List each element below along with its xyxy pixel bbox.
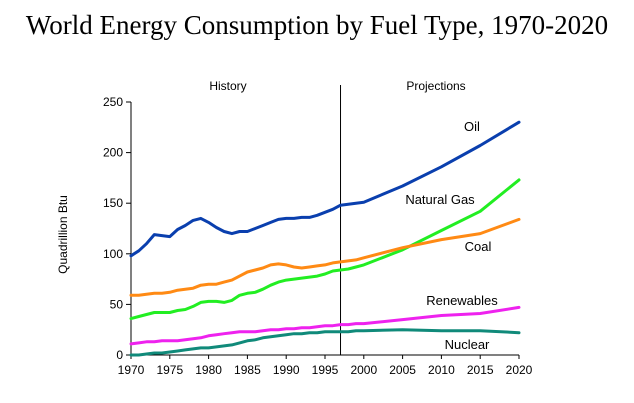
y-tick-label: 250	[103, 95, 123, 109]
series-label-coal: Coal	[465, 239, 492, 254]
series-labels: Oil Natural Gas Coal Renewables Nuclear	[405, 119, 498, 352]
x-tick-label: 1980	[195, 363, 222, 377]
series-line-oil	[129, 120, 521, 258]
axes: 0 50 100 150 200 250 1970 1975 1980 1985 1990 1995 2…	[56, 79, 533, 377]
y-tick-label: 0	[116, 348, 123, 362]
x-tick-label: 2010	[428, 363, 455, 377]
series-line-renewables	[129, 305, 521, 346]
series-label-oil: Oil	[464, 119, 480, 134]
y-tick-label: 200	[103, 146, 123, 160]
x-tick-label: 2000	[350, 363, 377, 377]
series-line-nuclear	[129, 328, 521, 357]
x-tick-label: 2020	[506, 363, 533, 377]
region-label-history: History	[209, 79, 246, 93]
chart-title: World Energy Consumption by Fuel Type, 1…	[25, 10, 609, 40]
region-label-projections: Projections	[406, 79, 465, 93]
x-tick-label: 2015	[467, 363, 494, 377]
x-tick-label: 2005	[389, 363, 416, 377]
y-tick-label: 50	[110, 297, 124, 311]
x-tick-label: 1975	[156, 363, 183, 377]
y-axis-label: Quadrillion Btu	[56, 195, 70, 274]
x-tick-label: 1970	[118, 363, 145, 377]
series-label-renewables: Renewables	[426, 293, 498, 308]
y-tick-label: 150	[103, 196, 123, 210]
series-lines	[129, 120, 521, 357]
x-tick-label: 1990	[273, 363, 300, 377]
series-label-nuclear: Nuclear	[445, 337, 490, 352]
y-tick-label: 100	[103, 247, 123, 261]
x-tick-label: 1995	[312, 363, 339, 377]
x-tick-label: 1985	[234, 363, 261, 377]
series-line-natural-gas	[129, 178, 521, 321]
series-label-natural-gas: Natural Gas	[405, 192, 475, 207]
series-line-coal	[129, 217, 521, 297]
